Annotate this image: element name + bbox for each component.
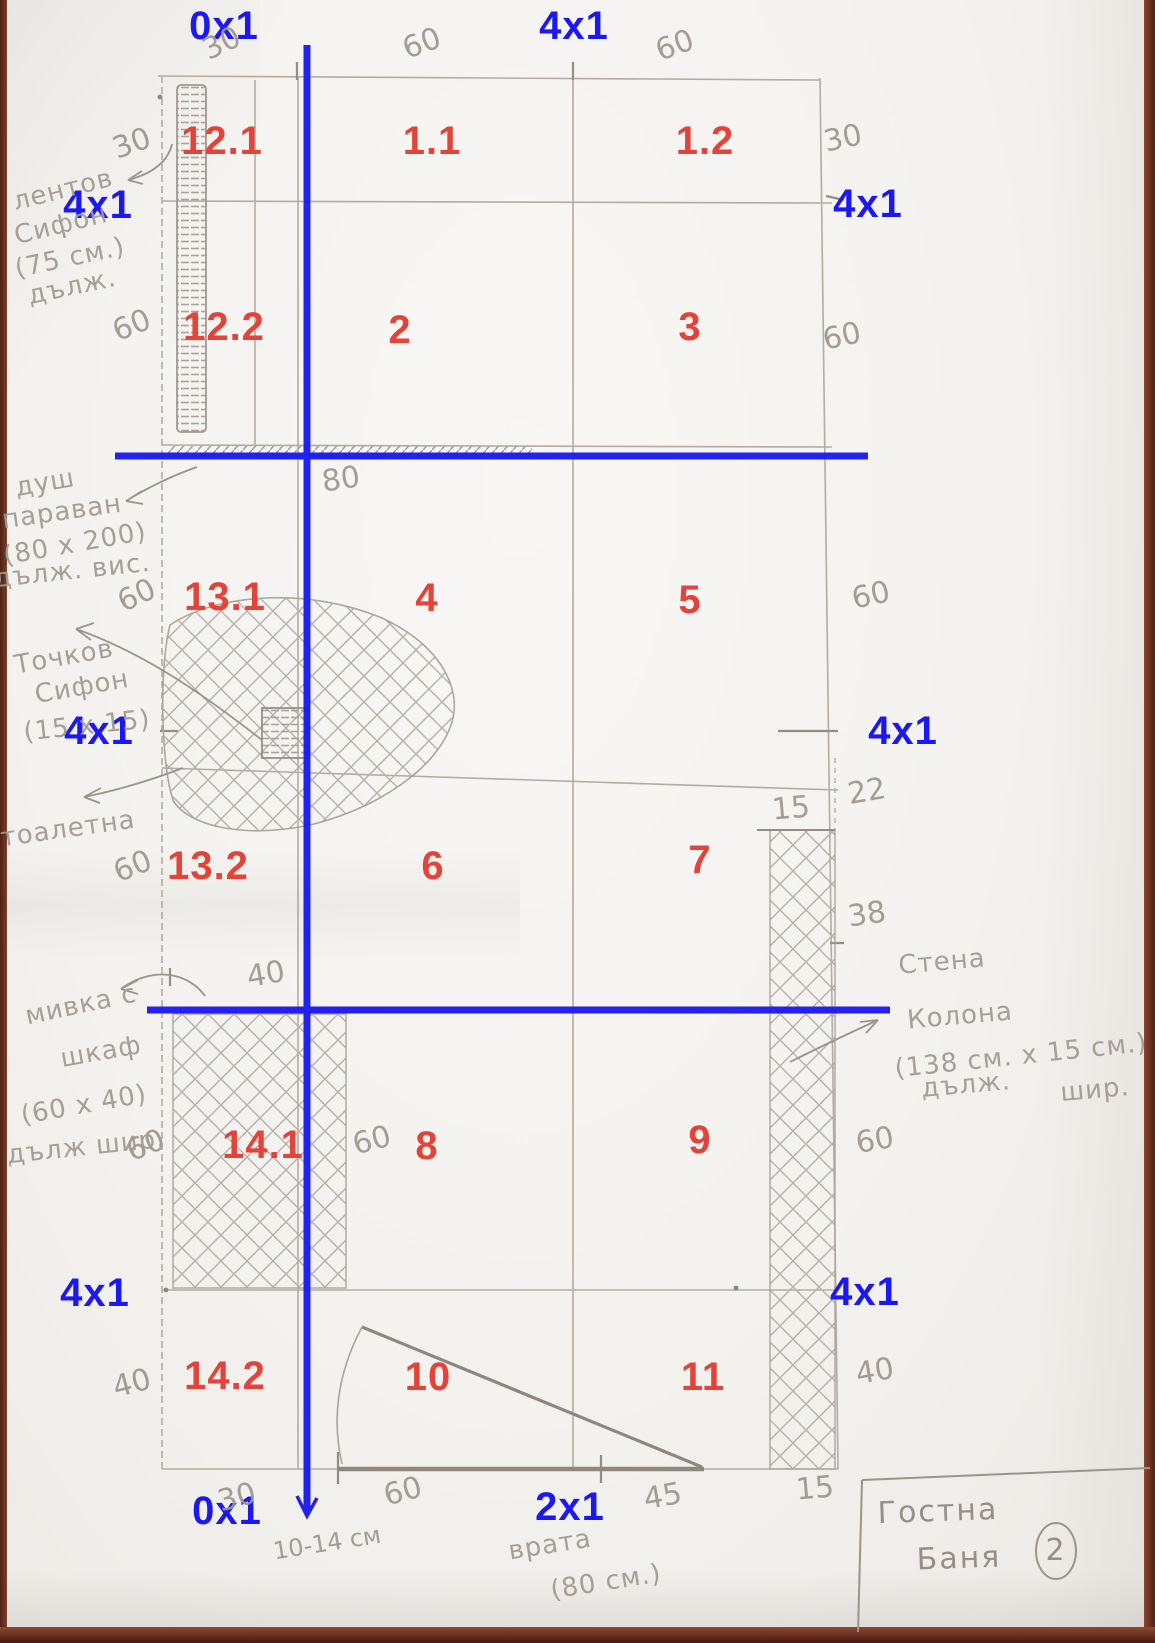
blue-label-0x1-top: 0x1 [189, 4, 259, 48]
arrow-point-drain [75, 622, 263, 741]
sink-cabinet-hatch [172, 1013, 347, 1289]
title-badge-circle [1035, 1522, 1077, 1580]
dim-15-column-top: 15 [770, 789, 812, 828]
arrow-toilet [83, 767, 184, 804]
blue-arrow-head [295, 1495, 319, 1520]
tick-right-row1 [825, 194, 845, 202]
dim-60-right-row3: 60 [848, 574, 894, 617]
arrow-shower-screen [125, 466, 198, 505]
red-zone-label-1-1: 1.1 [402, 119, 462, 163]
dim-40-sink: 40 [244, 953, 288, 996]
dot-top-left [157, 94, 163, 100]
blue-label-4x1-left-2: 4x1 [64, 709, 134, 753]
note-wall-line5: шир. [1059, 1072, 1131, 1108]
table-edge-bottom [0, 1627, 1155, 1643]
red-zone-label-1-2: 1.2 [675, 119, 735, 163]
pencil-arrows [75, 143, 879, 1063]
red-zone-label-4: 4 [415, 576, 439, 620]
red-zone-label-5: 5 [678, 578, 702, 622]
blue-label-4x1-top: 4x1 [539, 4, 609, 48]
blue-overlay-lines [115, 45, 890, 1520]
dim-15-bottom: 15 [794, 1469, 836, 1508]
red-zone-label-12-1: 12.1 [181, 119, 263, 163]
dim-45-bottom: 45 [641, 1475, 685, 1518]
blue-label-4x1-right-1: 4x1 [833, 182, 903, 226]
table-edge-left [0, 0, 7, 1643]
blue-label-4x1-right-2: 4x1 [868, 709, 938, 753]
arrow-wall-column [789, 1019, 879, 1063]
red-zone-label-9: 9 [688, 1118, 712, 1162]
dim-60-right-row2: 60 [819, 315, 865, 358]
grid-top-edge [157, 75, 821, 81]
red-zone-label-12-2: 12.2 [183, 305, 265, 349]
linear-drain-strip [176, 84, 207, 433]
dim-60-right-row5: 60 [853, 1119, 897, 1162]
wall-column-hatch [769, 829, 836, 1470]
table-edge-right [1144, 0, 1155, 1643]
door-swing-arc [336, 1326, 363, 1465]
blue-label-4x1-left-1: 4x1 [63, 183, 133, 227]
dim-40-right-row6: 40 [853, 1350, 897, 1393]
grid-row-line-1 [161, 200, 833, 204]
dim-80-shower: 80 [319, 459, 363, 500]
blue-label-0x1-bottom: 0x1 [192, 1489, 262, 1533]
dot-row5-left [163, 1287, 169, 1293]
note-wall-line1: Стена [897, 943, 987, 981]
red-zone-label-14-2: 14.2 [184, 1354, 266, 1398]
dim-30-right-row1: 30 [820, 117, 866, 160]
arrow-sink [120, 973, 206, 997]
title-room-line2: Баня [916, 1539, 1002, 1578]
title-room-line1: Гостна [877, 1491, 999, 1532]
red-zone-label-14-1: 14.1 [222, 1123, 304, 1167]
red-zone-label-2: 2 [388, 308, 412, 352]
red-zone-label-7: 7 [688, 838, 712, 882]
blue-label-4x1-left-3: 4x1 [60, 1271, 130, 1315]
blue-label-2x1-bottom: 2x1 [535, 1485, 605, 1529]
point-drain-square [261, 707, 309, 759]
shower-screen-hatch-band [168, 446, 532, 457]
red-zone-label-13-1: 13.1 [184, 575, 266, 619]
title-badge-number: 2 [1045, 1533, 1067, 1568]
red-zone-label-3: 3 [678, 305, 702, 349]
dot-row5-right [733, 1285, 739, 1291]
title-box-outline [857, 1467, 1151, 1633]
blue-label-4x1-right-3: 4x1 [830, 1270, 900, 1314]
red-zone-label-10: 10 [404, 1355, 452, 1399]
red-zone-label-8: 8 [415, 1124, 439, 1168]
note-wall-line4: дълж. [920, 1066, 1012, 1104]
red-zone-label-6: 6 [421, 844, 445, 888]
dim-38-column: 38 [845, 894, 889, 935]
arrow-30-to-drain [127, 143, 173, 185]
red-zone-label-13-2: 13.2 [167, 844, 249, 888]
dim-22-column: 22 [845, 770, 889, 813]
door-leaf-line [361, 1325, 703, 1469]
red-zone-label-11: 11 [680, 1355, 726, 1399]
